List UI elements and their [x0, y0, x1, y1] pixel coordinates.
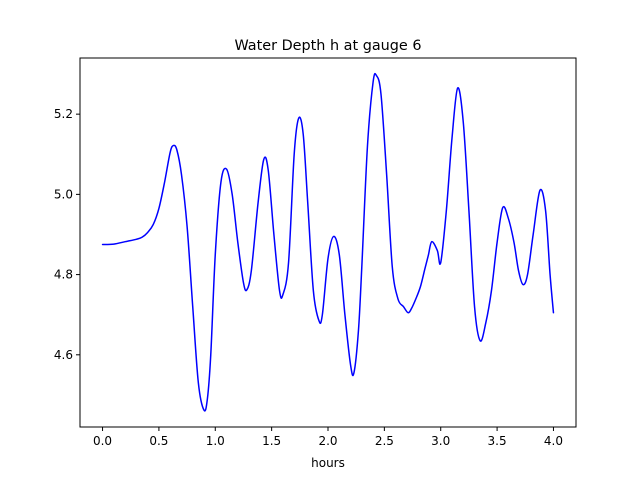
- x-axis-label: hours: [311, 456, 345, 470]
- x-tick-label: 2.5: [375, 434, 394, 448]
- x-tick-label: 1.5: [262, 434, 281, 448]
- series-line-0: [101, 72, 555, 412]
- plot-area: [80, 58, 576, 427]
- y-tick-label: 4.8: [54, 268, 73, 282]
- y-axis: 4.6 4.8 5.0 5.2: [54, 107, 80, 362]
- series-layer: [101, 72, 555, 412]
- x-tick-label: 0.0: [93, 434, 112, 448]
- x-tick-label: 0.5: [149, 434, 168, 448]
- chart-title: Water Depth h at gauge 6: [234, 38, 421, 54]
- x-tick-label: 3.0: [431, 434, 450, 448]
- x-tick-label: 2.0: [318, 434, 337, 448]
- x-tick-label: 4.0: [544, 434, 563, 448]
- x-axis: 0.0 0.5 1.0 1.5 2.0 2.5 3.0 3.5 4.0: [93, 427, 563, 448]
- y-tick-label: 4.6: [54, 348, 73, 362]
- y-tick-label: 5.2: [54, 107, 73, 121]
- x-tick-label: 1.0: [206, 434, 225, 448]
- x-tick-label: 3.5: [488, 434, 507, 448]
- y-tick-label: 5.0: [54, 187, 73, 201]
